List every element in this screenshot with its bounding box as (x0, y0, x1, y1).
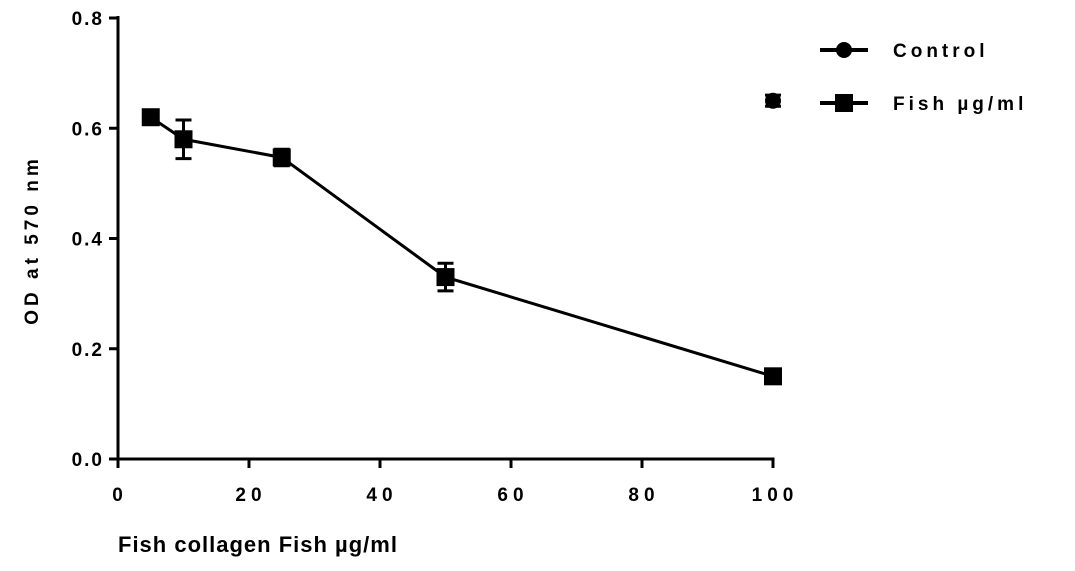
y-tick-label: 0.4 (72, 230, 104, 251)
x-tick-label: 80 (628, 485, 659, 506)
data-point (437, 268, 455, 286)
x-tick-label: 100 (752, 485, 799, 506)
x-tick-label: 0 (112, 485, 128, 506)
y-tick-label: 0.0 (72, 450, 104, 471)
y-axis-label: OD at 570 nm (22, 155, 43, 324)
legend-marker (836, 42, 852, 58)
data-point (764, 367, 782, 385)
series-line (151, 117, 773, 376)
legend-label: Fish µg/ml (893, 94, 1027, 115)
data-point (765, 93, 781, 109)
data-point (142, 108, 160, 126)
x-tick-label: 20 (235, 485, 266, 506)
legend-label: Control (893, 41, 989, 62)
chart: Fish collagen Fish µg/ml OD at 570 nm 0.… (0, 0, 1075, 566)
x-axis-label: Fish collagen Fish µg/ml (118, 532, 398, 557)
data-point (175, 130, 193, 148)
x-tick-label: 40 (366, 485, 397, 506)
y-tick-label: 0.6 (72, 119, 104, 140)
legend-marker (835, 94, 853, 112)
x-tick-label: 60 (497, 485, 528, 506)
data-point (273, 148, 291, 166)
y-tick-label: 0.2 (72, 340, 104, 361)
y-tick-label: 0.8 (72, 9, 104, 30)
